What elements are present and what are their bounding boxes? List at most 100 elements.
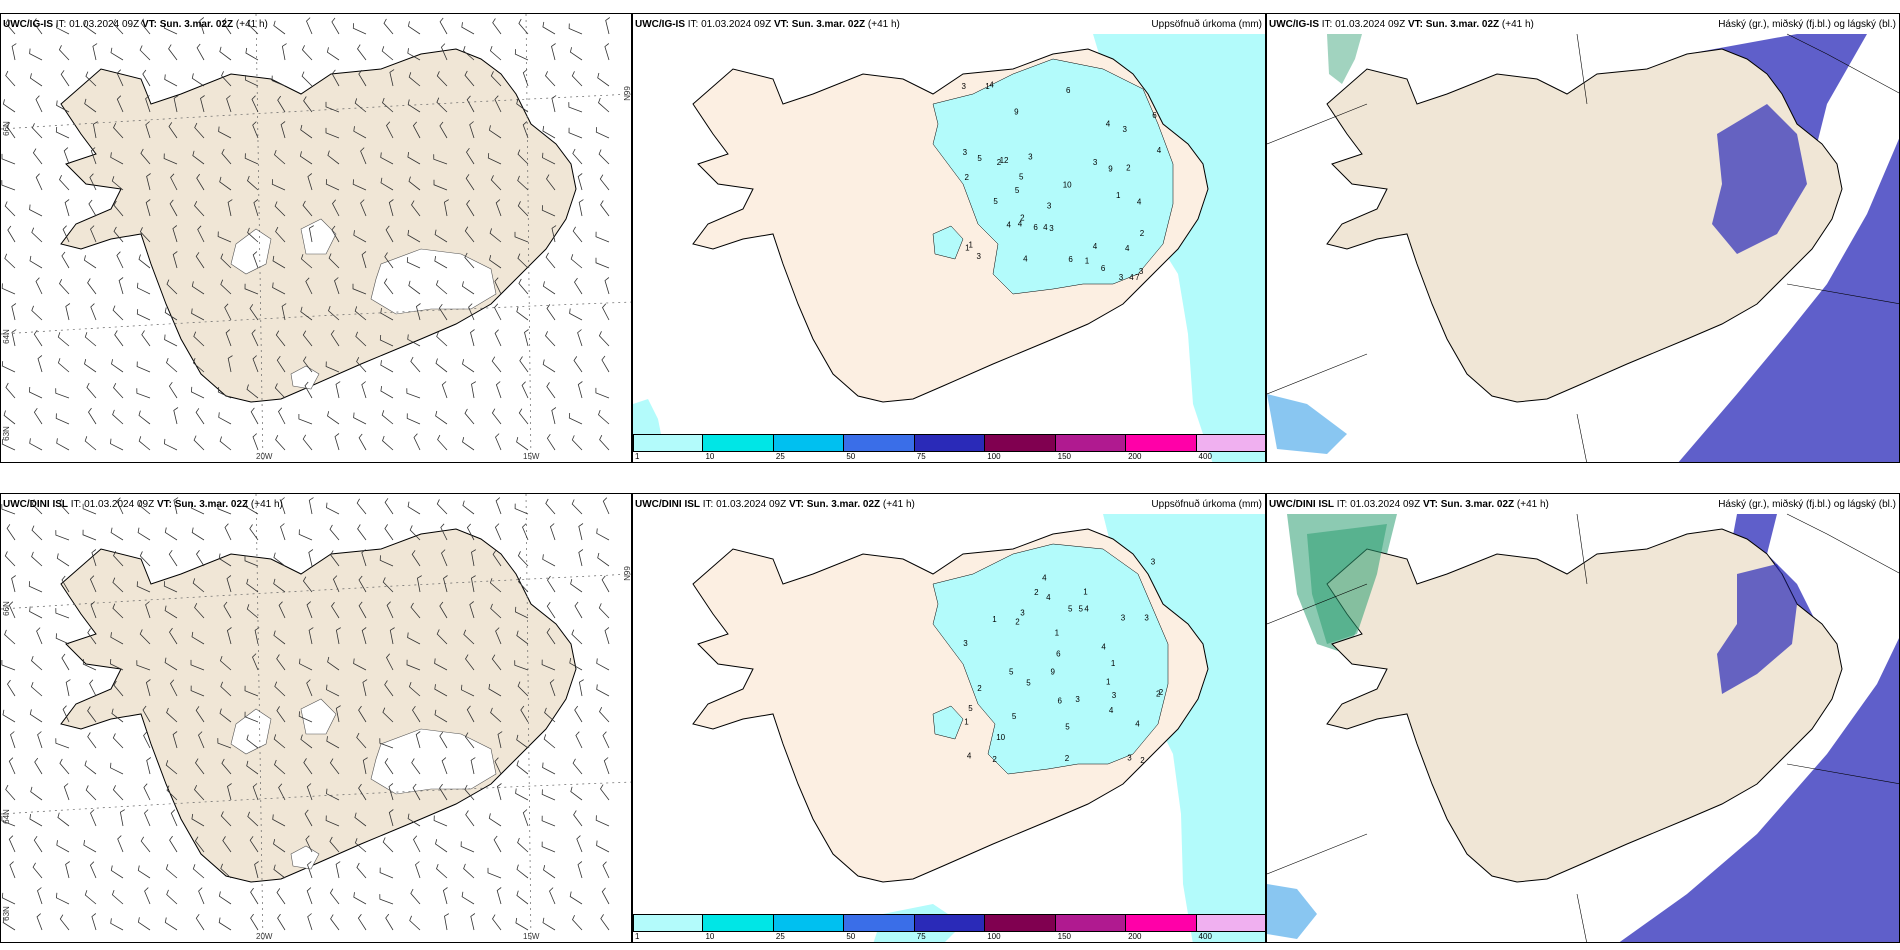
wind-barb: [28, 581, 43, 593]
wind-barb: [194, 603, 205, 619]
wind-barb: [84, 332, 97, 347]
precip-area-small: [932, 705, 964, 740]
wind-barb: [436, 97, 448, 113]
wind-barb: [306, 887, 313, 905]
wind-barb: [28, 386, 43, 399]
wind-barb: [517, 837, 529, 853]
wind-barb: [65, 861, 70, 879]
wind-barb: [275, 330, 286, 347]
wind-barb: [604, 627, 610, 645]
precip-value-label: 4: [967, 751, 972, 760]
wind-barb: [112, 577, 124, 593]
wind-barb: [389, 69, 395, 87]
wind-barb: [31, 525, 43, 541]
wind-barb: [462, 437, 475, 451]
wind-barb: [170, 173, 178, 191]
wind-barb: [225, 329, 232, 347]
wind-barb: [137, 865, 151, 879]
wind-barb: [335, 705, 341, 723]
wind-barb: [57, 812, 70, 827]
wind-barb: [597, 72, 610, 87]
wind-barb: [244, 74, 259, 87]
wind-barb: [246, 578, 259, 593]
vt-value: Sun. 3.mar. 02Z: [806, 499, 881, 510]
wind-barb: [469, 601, 475, 619]
wind-barb: [276, 706, 286, 723]
wind-barb: [193, 331, 205, 347]
wind-barb: [570, 786, 583, 801]
wind-barb: [439, 17, 448, 35]
wind-barb: [168, 549, 178, 567]
map-wind-bottom: [1, 494, 631, 942]
wind-barb: [163, 153, 178, 165]
wind-barb: [551, 95, 557, 113]
wind-barb: [574, 601, 583, 619]
it-value: 01.03.2024 09Z: [84, 499, 155, 510]
vt-label: VT:: [788, 499, 804, 510]
wind-barb: [31, 499, 43, 515]
wind-barb: [164, 74, 178, 87]
wind-barb: [597, 552, 610, 567]
wind-barb: [55, 388, 70, 399]
precip-value-label: 4: [1023, 255, 1028, 264]
wind-barb: [56, 438, 70, 451]
lat-label-63n: 63N: [1, 906, 11, 921]
wind-barb: [244, 283, 259, 295]
iceland-land: [1326, 528, 1843, 883]
wind-barb: [219, 436, 232, 451]
wind-barb: [218, 553, 232, 567]
mid-cloud-land: [1717, 564, 1797, 694]
wind-barb: [326, 736, 340, 749]
wind-barb: [471, 381, 477, 399]
wind-barb: [326, 47, 340, 61]
wind-barb: [408, 176, 421, 191]
wind-barb: [440, 523, 448, 541]
wind-barbs: [1, 17, 611, 451]
wind-barb: [195, 758, 205, 775]
wind-barb: [192, 578, 205, 593]
precip-value-label: 3: [1112, 691, 1117, 700]
wind-barb: [603, 757, 610, 775]
wind-barb: [305, 277, 313, 295]
precip-value-label: 2: [1015, 618, 1020, 627]
wind-barb: [386, 601, 394, 619]
wind-barb: [488, 683, 502, 697]
wind-barb: [595, 387, 610, 399]
wind-barb: [601, 355, 610, 373]
precip-value-label: 5: [1015, 186, 1020, 195]
wind-barb: [273, 578, 286, 593]
wind-barb: [410, 888, 421, 905]
wind-barb: [406, 659, 421, 671]
map-wind-top: [1, 14, 631, 462]
wind-barb: [281, 303, 287, 321]
wind-barb: [329, 888, 340, 905]
wind-barb: [190, 685, 205, 697]
wind-barb: [330, 550, 340, 567]
wind-barb: [416, 575, 422, 593]
wind-barb: [146, 757, 152, 775]
wind-barb: [306, 783, 313, 801]
mid-cloud-land: [1712, 104, 1807, 254]
colorbar-segment: [773, 915, 845, 931]
wind-barb: [31, 551, 43, 567]
clouds-title: Háský (gr.), miðský (fj.bl.) og lágský (…: [1718, 499, 1896, 510]
wind-barb: [30, 681, 43, 697]
precip-value-label: 4: [1137, 198, 1142, 207]
wind-barb: [222, 18, 232, 35]
wind-barb: [546, 628, 556, 645]
wind-barb: [5, 784, 16, 801]
wind-barb: [138, 500, 151, 515]
wind-barb: [520, 705, 529, 723]
wind-barb: [331, 601, 340, 619]
wind-barb: [301, 45, 313, 61]
lead-time: (+41 h): [235, 19, 268, 30]
wind-barb: [542, 21, 556, 35]
wind-barb: [110, 762, 124, 775]
wind-barb: [36, 627, 43, 645]
precip-value-label: 12: [1000, 156, 1009, 165]
wind-barb: [33, 18, 43, 35]
colorbar-segment: [1055, 435, 1127, 451]
wind-barb: [352, 179, 367, 191]
wind-barb: [29, 255, 43, 269]
